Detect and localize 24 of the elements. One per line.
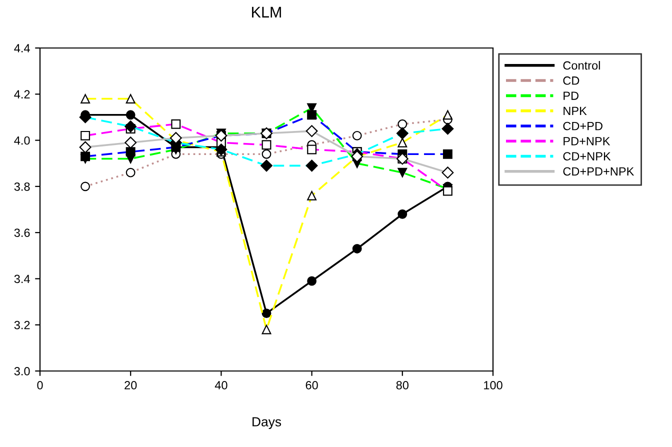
x-tick-label: 20 [124, 381, 137, 390]
y-tick-label: 3.0 [14, 367, 30, 376]
legend-label: CD+NPK [563, 152, 611, 160]
y-tick-label: 4.4 [14, 44, 30, 52]
legend-label: Control [563, 60, 600, 70]
x-tick-label: 100 [484, 381, 502, 390]
y-tick-label: 4.0 [14, 136, 30, 145]
x-tick-label: 0 [37, 381, 43, 390]
legend-label: NPK [564, 106, 587, 115]
legend-label: CD+PD [563, 122, 602, 130]
x-axis-title: Days [252, 417, 282, 430]
y-tick-label: 3.8 [14, 182, 30, 191]
x-tick-label: 80 [396, 381, 409, 390]
y-tick-label: 4.2 [14, 90, 30, 98]
x-tick-label: 60 [306, 381, 318, 390]
legend-label: CD [563, 76, 580, 85]
y-tick-label: 3.2 [14, 320, 30, 330]
y-tick-label: 3.4 [14, 274, 30, 284]
legend-label: PD+NPK [564, 137, 610, 146]
legend-label: CD+PD+NPK [563, 167, 634, 176]
legend-label: PD [564, 92, 578, 100]
x-tick-label: 40 [214, 381, 228, 390]
y-tick-label: 3.6 [14, 228, 30, 237]
chart-title: KLM [252, 6, 281, 18]
